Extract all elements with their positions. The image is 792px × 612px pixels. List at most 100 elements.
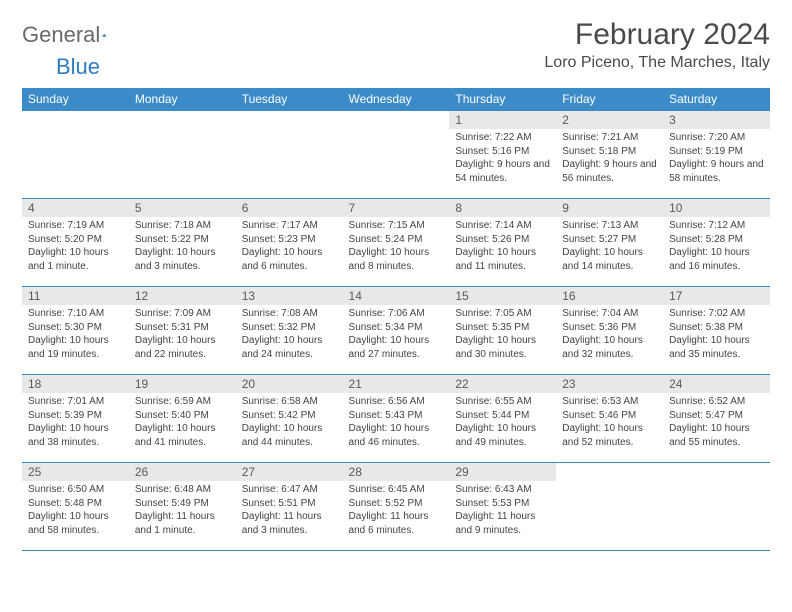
day-number: 3 bbox=[663, 111, 770, 129]
day-cell: 18Sunrise: 7:01 AMSunset: 5:39 PMDayligh… bbox=[22, 375, 129, 463]
day-body: Sunrise: 7:08 AMSunset: 5:32 PMDaylight:… bbox=[236, 305, 343, 365]
day-cell: 25Sunrise: 6:50 AMSunset: 5:48 PMDayligh… bbox=[22, 463, 129, 551]
day-body: Sunrise: 7:02 AMSunset: 5:38 PMDaylight:… bbox=[663, 305, 770, 365]
day-cell: 1Sunrise: 7:22 AMSunset: 5:16 PMDaylight… bbox=[449, 111, 556, 199]
day-body: Sunrise: 7:12 AMSunset: 5:28 PMDaylight:… bbox=[663, 217, 770, 277]
day-number: 6 bbox=[236, 199, 343, 217]
day-number: 7 bbox=[343, 199, 450, 217]
day-cell: 23Sunrise: 6:53 AMSunset: 5:46 PMDayligh… bbox=[556, 375, 663, 463]
dow-row: SundayMondayTuesdayWednesdayThursdayFrid… bbox=[22, 88, 770, 111]
day-number: 21 bbox=[343, 375, 450, 393]
calendar-table: SundayMondayTuesdayWednesdayThursdayFrid… bbox=[22, 88, 770, 551]
day-number: 22 bbox=[449, 375, 556, 393]
empty-cell bbox=[663, 463, 770, 551]
day-body: Sunrise: 6:56 AMSunset: 5:43 PMDaylight:… bbox=[343, 393, 450, 453]
empty-cell bbox=[22, 111, 129, 199]
day-cell: 26Sunrise: 6:48 AMSunset: 5:49 PMDayligh… bbox=[129, 463, 236, 551]
day-cell: 14Sunrise: 7:06 AMSunset: 5:34 PMDayligh… bbox=[343, 287, 450, 375]
day-cell: 5Sunrise: 7:18 AMSunset: 5:22 PMDaylight… bbox=[129, 199, 236, 287]
day-body: Sunrise: 7:01 AMSunset: 5:39 PMDaylight:… bbox=[22, 393, 129, 453]
day-number: 1 bbox=[449, 111, 556, 129]
day-cell: 15Sunrise: 7:05 AMSunset: 5:35 PMDayligh… bbox=[449, 287, 556, 375]
day-number: 17 bbox=[663, 287, 770, 305]
logo-text-2: Blue bbox=[56, 54, 100, 80]
empty-cell bbox=[556, 463, 663, 551]
day-cell: 4Sunrise: 7:19 AMSunset: 5:20 PMDaylight… bbox=[22, 199, 129, 287]
day-number: 12 bbox=[129, 287, 236, 305]
day-body: Sunrise: 7:22 AMSunset: 5:16 PMDaylight:… bbox=[449, 129, 556, 189]
week-row: 11Sunrise: 7:10 AMSunset: 5:30 PMDayligh… bbox=[22, 287, 770, 375]
day-cell: 9Sunrise: 7:13 AMSunset: 5:27 PMDaylight… bbox=[556, 199, 663, 287]
day-cell: 6Sunrise: 7:17 AMSunset: 5:23 PMDaylight… bbox=[236, 199, 343, 287]
day-body: Sunrise: 6:48 AMSunset: 5:49 PMDaylight:… bbox=[129, 481, 236, 541]
day-body: Sunrise: 6:47 AMSunset: 5:51 PMDaylight:… bbox=[236, 481, 343, 541]
day-number: 26 bbox=[129, 463, 236, 481]
day-body: Sunrise: 7:10 AMSunset: 5:30 PMDaylight:… bbox=[22, 305, 129, 365]
logo: General bbox=[22, 22, 126, 48]
day-body: Sunrise: 6:45 AMSunset: 5:52 PMDaylight:… bbox=[343, 481, 450, 541]
title-block: February 2024 Loro Piceno, The Marches, … bbox=[544, 18, 770, 72]
day-number: 2 bbox=[556, 111, 663, 129]
day-body: Sunrise: 6:50 AMSunset: 5:48 PMDaylight:… bbox=[22, 481, 129, 541]
day-body: Sunrise: 6:52 AMSunset: 5:47 PMDaylight:… bbox=[663, 393, 770, 453]
week-row: 4Sunrise: 7:19 AMSunset: 5:20 PMDaylight… bbox=[22, 199, 770, 287]
dow-cell: Sunday bbox=[22, 88, 129, 111]
day-number: 20 bbox=[236, 375, 343, 393]
day-body: Sunrise: 7:05 AMSunset: 5:35 PMDaylight:… bbox=[449, 305, 556, 365]
day-cell: 17Sunrise: 7:02 AMSunset: 5:38 PMDayligh… bbox=[663, 287, 770, 375]
day-cell: 2Sunrise: 7:21 AMSunset: 5:18 PMDaylight… bbox=[556, 111, 663, 199]
day-number: 25 bbox=[22, 463, 129, 481]
day-number: 18 bbox=[22, 375, 129, 393]
day-number: 16 bbox=[556, 287, 663, 305]
day-cell: 22Sunrise: 6:55 AMSunset: 5:44 PMDayligh… bbox=[449, 375, 556, 463]
day-number: 8 bbox=[449, 199, 556, 217]
day-cell: 13Sunrise: 7:08 AMSunset: 5:32 PMDayligh… bbox=[236, 287, 343, 375]
day-body: Sunrise: 6:59 AMSunset: 5:40 PMDaylight:… bbox=[129, 393, 236, 453]
day-body: Sunrise: 7:17 AMSunset: 5:23 PMDaylight:… bbox=[236, 217, 343, 277]
day-body: Sunrise: 7:04 AMSunset: 5:36 PMDaylight:… bbox=[556, 305, 663, 365]
day-cell: 29Sunrise: 6:43 AMSunset: 5:53 PMDayligh… bbox=[449, 463, 556, 551]
day-cell: 21Sunrise: 6:56 AMSunset: 5:43 PMDayligh… bbox=[343, 375, 450, 463]
day-number: 10 bbox=[663, 199, 770, 217]
day-body: Sunrise: 6:58 AMSunset: 5:42 PMDaylight:… bbox=[236, 393, 343, 453]
day-cell: 28Sunrise: 6:45 AMSunset: 5:52 PMDayligh… bbox=[343, 463, 450, 551]
month-title: February 2024 bbox=[544, 18, 770, 52]
day-number: 24 bbox=[663, 375, 770, 393]
dow-cell: Saturday bbox=[663, 88, 770, 111]
day-body: Sunrise: 7:14 AMSunset: 5:26 PMDaylight:… bbox=[449, 217, 556, 277]
dow-cell: Wednesday bbox=[343, 88, 450, 111]
day-body: Sunrise: 7:20 AMSunset: 5:19 PMDaylight:… bbox=[663, 129, 770, 189]
day-body: Sunrise: 7:19 AMSunset: 5:20 PMDaylight:… bbox=[22, 217, 129, 277]
day-body: Sunrise: 6:55 AMSunset: 5:44 PMDaylight:… bbox=[449, 393, 556, 453]
day-body: Sunrise: 7:18 AMSunset: 5:22 PMDaylight:… bbox=[129, 217, 236, 277]
day-cell: 10Sunrise: 7:12 AMSunset: 5:28 PMDayligh… bbox=[663, 199, 770, 287]
day-cell: 27Sunrise: 6:47 AMSunset: 5:51 PMDayligh… bbox=[236, 463, 343, 551]
logo-text-1: General bbox=[22, 22, 100, 48]
logo-triangle-icon bbox=[102, 26, 106, 44]
day-number: 27 bbox=[236, 463, 343, 481]
dow-cell: Tuesday bbox=[236, 88, 343, 111]
day-cell: 19Sunrise: 6:59 AMSunset: 5:40 PMDayligh… bbox=[129, 375, 236, 463]
day-body: Sunrise: 6:43 AMSunset: 5:53 PMDaylight:… bbox=[449, 481, 556, 541]
day-number: 15 bbox=[449, 287, 556, 305]
day-number: 14 bbox=[343, 287, 450, 305]
day-cell: 3Sunrise: 7:20 AMSunset: 5:19 PMDaylight… bbox=[663, 111, 770, 199]
day-body: Sunrise: 7:09 AMSunset: 5:31 PMDaylight:… bbox=[129, 305, 236, 365]
dow-cell: Monday bbox=[129, 88, 236, 111]
day-number: 11 bbox=[22, 287, 129, 305]
day-number: 4 bbox=[22, 199, 129, 217]
dow-cell: Thursday bbox=[449, 88, 556, 111]
day-number: 23 bbox=[556, 375, 663, 393]
day-cell: 8Sunrise: 7:14 AMSunset: 5:26 PMDaylight… bbox=[449, 199, 556, 287]
empty-cell bbox=[343, 111, 450, 199]
day-number: 29 bbox=[449, 463, 556, 481]
empty-cell bbox=[236, 111, 343, 199]
day-cell: 11Sunrise: 7:10 AMSunset: 5:30 PMDayligh… bbox=[22, 287, 129, 375]
day-body: Sunrise: 7:21 AMSunset: 5:18 PMDaylight:… bbox=[556, 129, 663, 189]
day-body: Sunrise: 6:53 AMSunset: 5:46 PMDaylight:… bbox=[556, 393, 663, 453]
day-number: 9 bbox=[556, 199, 663, 217]
day-number: 5 bbox=[129, 199, 236, 217]
day-number: 13 bbox=[236, 287, 343, 305]
day-cell: 7Sunrise: 7:15 AMSunset: 5:24 PMDaylight… bbox=[343, 199, 450, 287]
week-row: 25Sunrise: 6:50 AMSunset: 5:48 PMDayligh… bbox=[22, 463, 770, 551]
